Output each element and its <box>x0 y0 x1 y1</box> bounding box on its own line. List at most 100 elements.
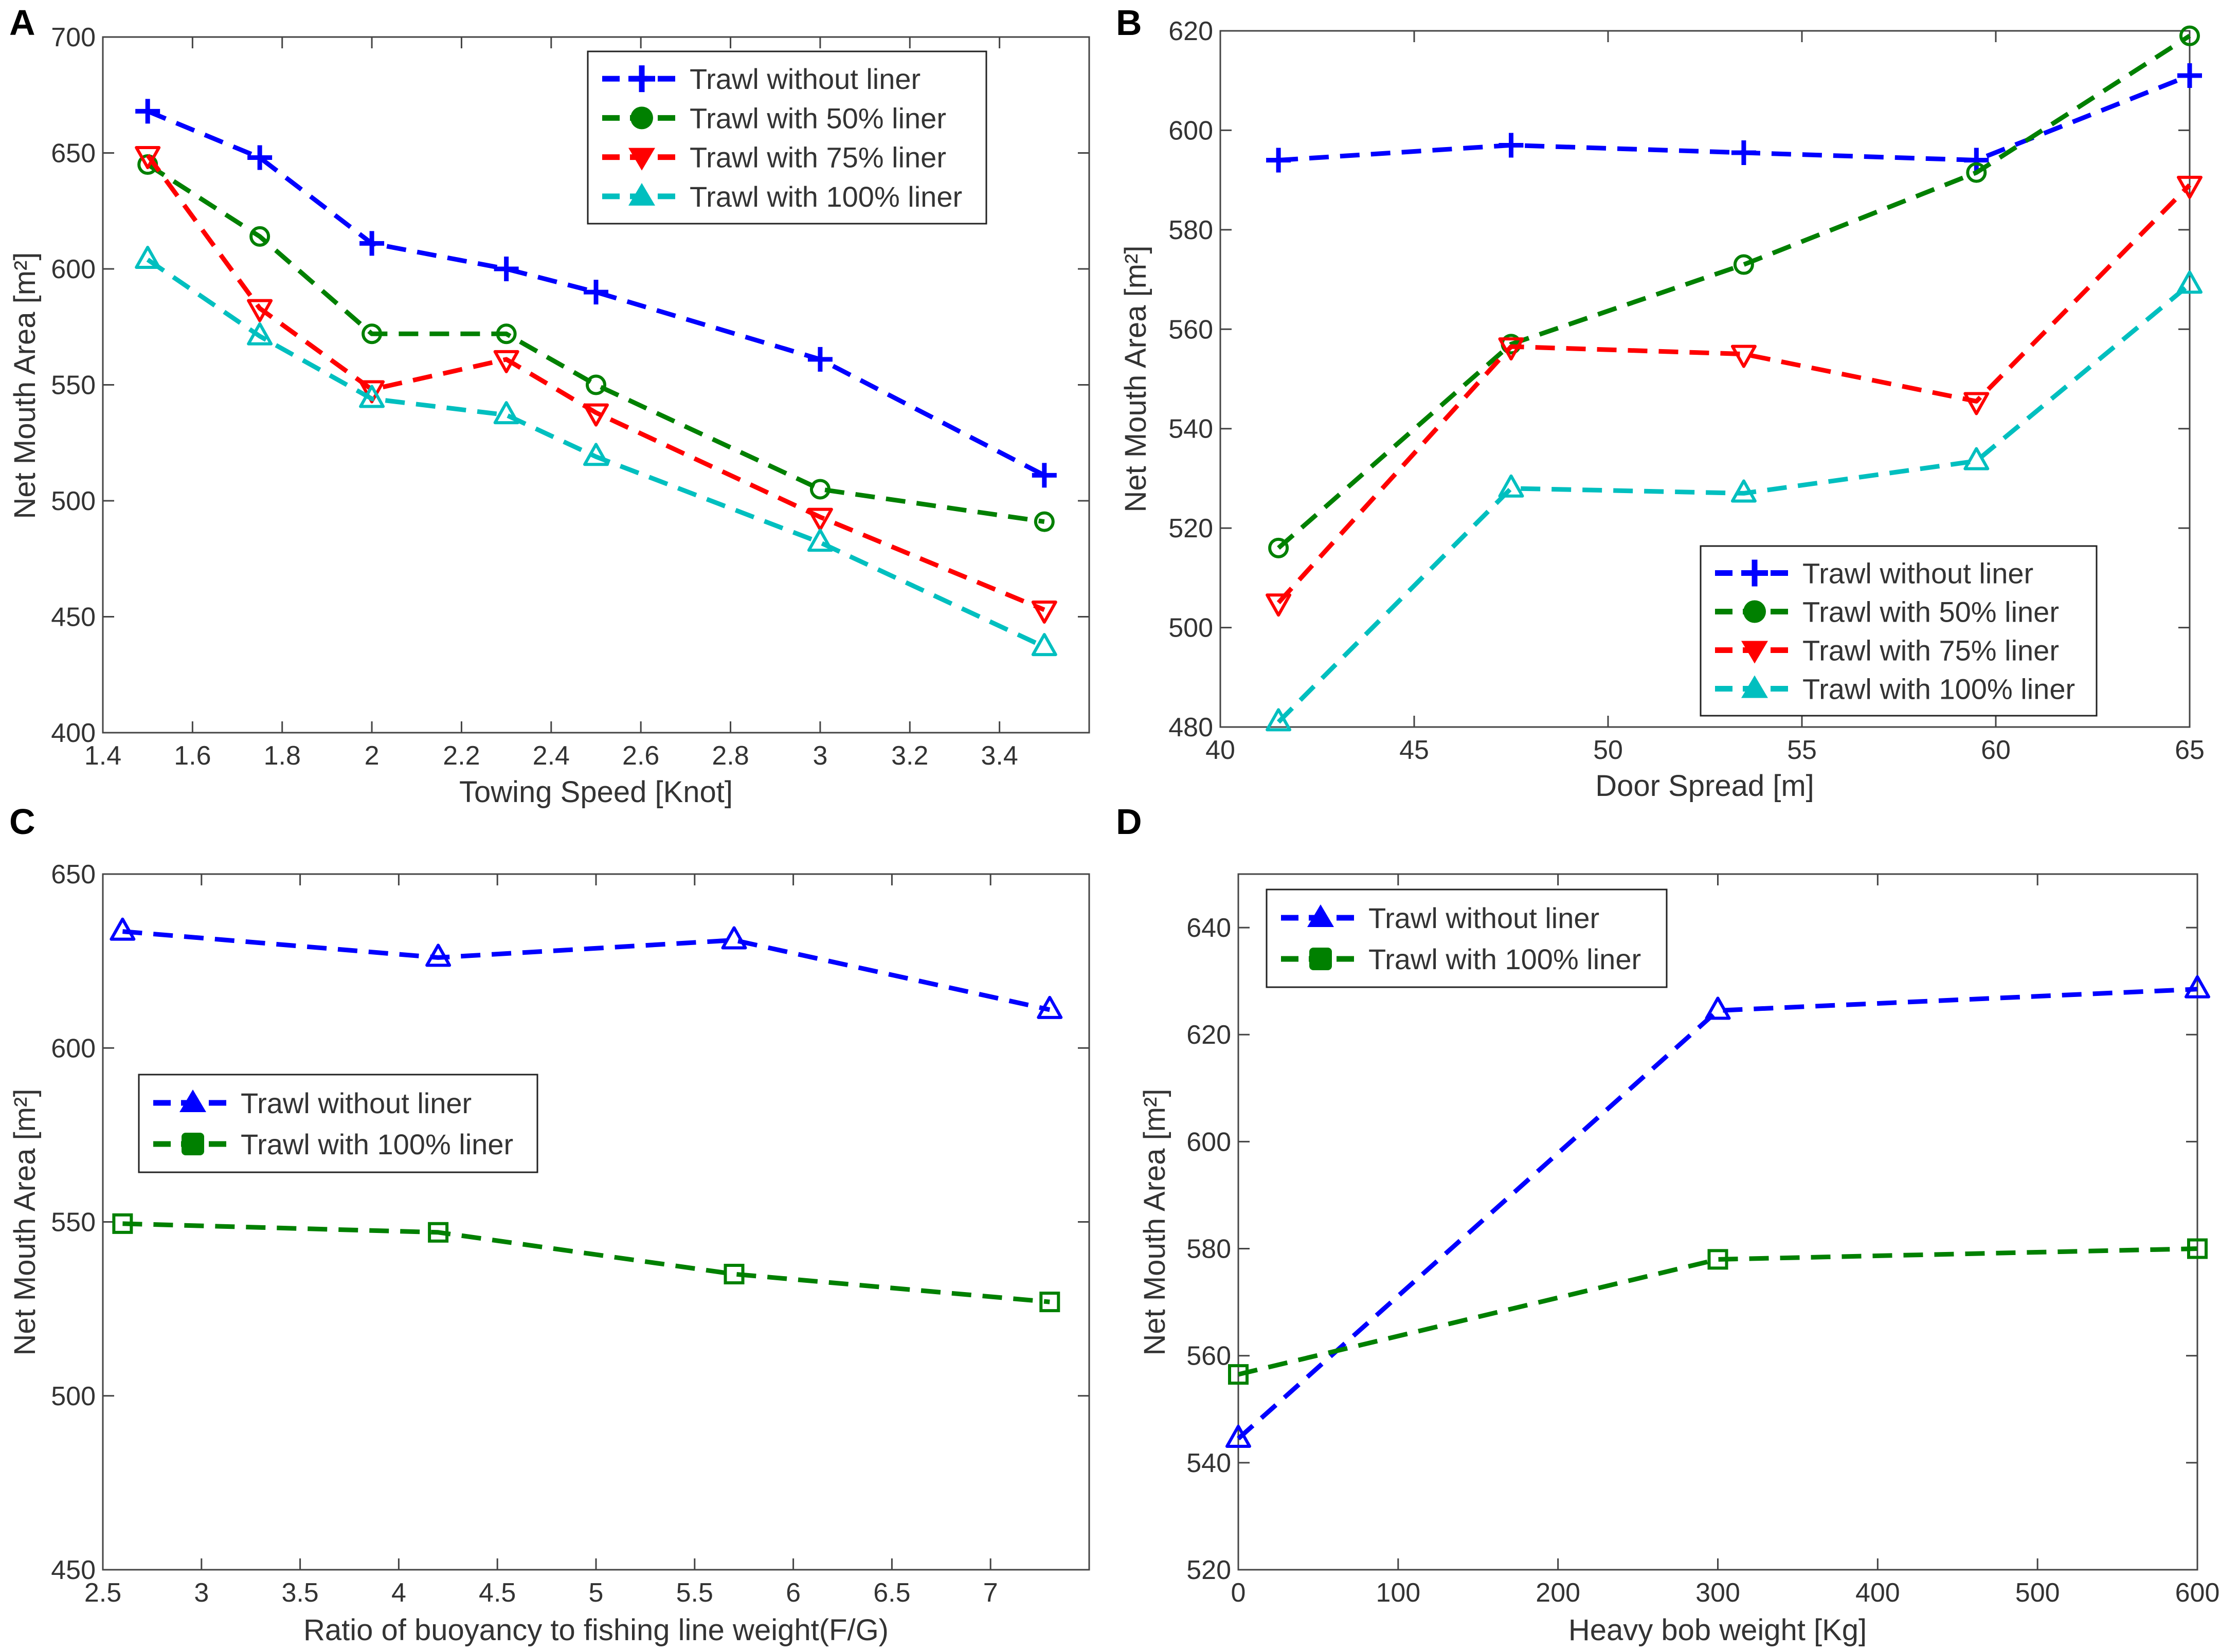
legend-label: Trawl without liner <box>690 63 921 95</box>
legend-label: Trawl with 100% liner <box>1368 943 1641 975</box>
x-tick-label: 6 <box>786 1578 801 1608</box>
panel-d: D 0 100 200 300 400 500 600 520 540 560 580 600 620 64… <box>1116 802 2219 1647</box>
y-tick-label: 650 <box>51 139 96 169</box>
legend-box <box>1266 888 1668 988</box>
y-axis-label: Net Mouth Area [m²] <box>1119 246 1152 513</box>
x-tick-label: 2.4 <box>533 741 570 771</box>
y-tick-label: 520 <box>1186 1555 1231 1585</box>
data-point <box>1037 995 1063 1019</box>
data-point <box>494 257 519 281</box>
data-point <box>110 917 136 941</box>
x-tick-label: 2.6 <box>622 741 659 771</box>
x-tick-label: 2.2 <box>443 741 480 771</box>
x-axis-label: Ratio of buoyancy to fishing line weight… <box>303 1613 889 1647</box>
data-point <box>428 1222 449 1243</box>
data-point <box>2187 1238 2208 1259</box>
y-tick-label: 450 <box>51 603 96 632</box>
legend-label: Trawl with 50% liner <box>690 102 946 134</box>
y-axis-label: Net Mouth Area [m²] <box>8 1089 42 1356</box>
data-point <box>809 479 831 500</box>
axes-box <box>102 873 1090 1571</box>
data-point <box>1031 600 1057 624</box>
legend: Trawl without liner Trawl with 50% liner T… <box>587 50 987 225</box>
data-point <box>1034 511 1055 532</box>
data-point <box>362 323 383 344</box>
x-tick-label: 3.4 <box>981 741 1018 771</box>
x-tick-label: 5 <box>589 1578 604 1608</box>
y-tick-label: 600 <box>51 255 96 284</box>
data-point <box>2177 270 2203 294</box>
y-tick-label: 600 <box>1168 116 1213 146</box>
y-tick-label: 550 <box>51 1208 96 1238</box>
data-point <box>1705 996 1731 1020</box>
legend-label: Trawl with 100% liner <box>690 180 962 213</box>
panel-letter: C <box>9 802 35 842</box>
legend-marker <box>628 183 655 206</box>
x-tick-label: 4.5 <box>479 1578 516 1608</box>
y-tick-label: 500 <box>1168 613 1213 643</box>
x-tick-label: 6.5 <box>873 1578 910 1608</box>
x-tick-label: 7 <box>983 1578 998 1608</box>
x-tick-label: 400 <box>1855 1578 1900 1608</box>
legend-marker <box>1741 559 1768 587</box>
data-point <box>1032 463 1057 488</box>
data-point <box>249 226 270 247</box>
x-tick-label: 600 <box>2175 1578 2220 1608</box>
y-tick-label: 600 <box>1186 1127 1231 1157</box>
data-point <box>247 299 273 322</box>
data-point <box>247 145 273 170</box>
data-point <box>247 322 273 346</box>
x-axis-label: Towing Speed [Knot] <box>459 775 733 809</box>
y-tick-label: 580 <box>1186 1235 1231 1264</box>
x-tick-label: 1.4 <box>84 741 121 771</box>
data-point <box>425 943 452 967</box>
legend: Trawl without liner Trawl with 50% liner T… <box>1700 545 2098 717</box>
data-point <box>112 1213 133 1234</box>
x-tick-label: 55 <box>1787 735 1817 765</box>
data-point <box>1707 1249 1728 1270</box>
data-point <box>1266 593 1292 617</box>
data-point <box>1228 1364 1249 1385</box>
series-line <box>1237 987 2198 1441</box>
legend-label: Trawl with 100% liner <box>241 1128 513 1160</box>
y-tick-label: 560 <box>1186 1341 1231 1371</box>
x-tick-label: 5.5 <box>676 1578 713 1608</box>
y-tick-label: 550 <box>51 371 96 401</box>
data-point <box>1733 254 1754 275</box>
legend-box <box>138 1074 538 1173</box>
legend-marker <box>628 65 655 93</box>
data-point <box>1498 474 1524 498</box>
data-point <box>807 347 833 372</box>
data-point <box>359 231 385 256</box>
y-tick-label: 480 <box>1168 713 1213 742</box>
y-tick-label: 580 <box>1168 215 1213 245</box>
legend-label: Trawl without liner <box>241 1087 472 1119</box>
data-point <box>1730 479 1757 503</box>
data-point <box>2185 975 2210 999</box>
y-tick-label: 540 <box>1168 414 1213 444</box>
legend-marker <box>1743 600 1766 623</box>
legend-marker <box>1741 641 1768 664</box>
data-point <box>724 1263 745 1284</box>
x-tick-label: 65 <box>2175 735 2205 765</box>
panel-b: B 40 45 50 55 60 65 480 500 520 540 560 580 600 620 Doo… <box>1116 3 2205 803</box>
data-point <box>583 403 609 427</box>
y-tick-label: 600 <box>51 1033 96 1063</box>
legend-label: Trawl with 75% liner <box>690 141 946 174</box>
data-point <box>1731 140 1756 165</box>
data-point <box>135 99 160 124</box>
legend-marker <box>628 148 655 171</box>
data-point <box>807 529 833 552</box>
legend-marker <box>1741 675 1768 698</box>
legend-marker <box>1307 904 1334 927</box>
data-point <box>807 507 833 531</box>
data-point <box>1730 344 1757 368</box>
x-tick-label: 60 <box>1981 735 2011 765</box>
legend-marker <box>630 106 653 130</box>
y-tick-label: 700 <box>51 23 96 52</box>
x-tick-label: 2.8 <box>712 741 749 771</box>
y-tick-label: 400 <box>51 718 96 748</box>
data-point <box>586 374 606 395</box>
data-point <box>135 146 161 170</box>
panel-a: A 1.4 1.6 1.8 2 2.2 2.4 2.6 2.8 3 3.2 3.4 400 450 500 5… <box>8 3 1090 809</box>
